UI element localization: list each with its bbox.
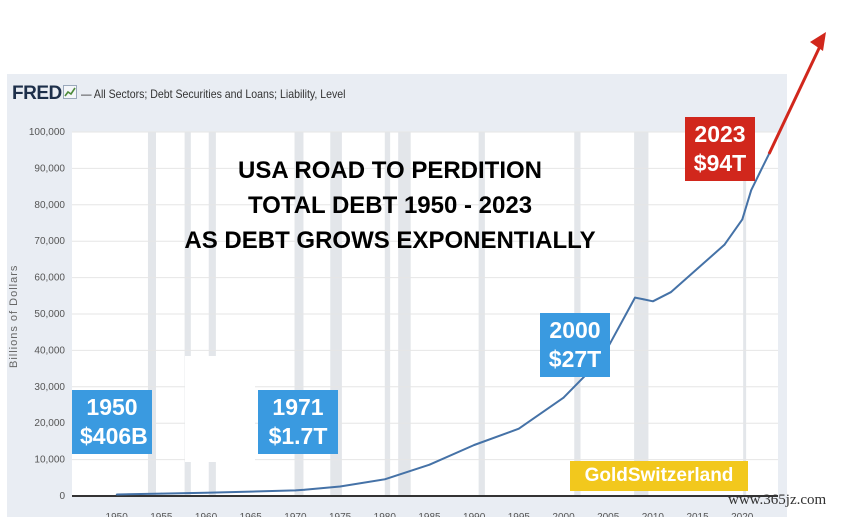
callout-2000: 2000 $27T: [540, 313, 610, 377]
series-point: [741, 218, 744, 221]
x-tick-label: 2010: [642, 512, 665, 517]
chart-header: FRED — All Sectors; Debt Securities and …: [7, 82, 381, 106]
series-point: [759, 171, 762, 173]
callout-year: 1971: [272, 394, 324, 420]
series-point: [160, 492, 163, 495]
series-point: [625, 313, 627, 315]
series-point: [205, 491, 207, 494]
callout-year: 2023: [694, 121, 746, 147]
x-tick-label: 1965: [240, 512, 263, 517]
fred-logo: FRED: [12, 83, 62, 104]
series-point: [669, 291, 672, 294]
series-point: [294, 489, 297, 492]
y-tick-label: 100,000: [29, 127, 66, 138]
x-tick-label: 1950: [106, 512, 129, 517]
callout-year: 2000: [549, 317, 601, 343]
series-point: [383, 478, 386, 481]
series-point: [750, 189, 753, 192]
trend-arrow-shaft: [767, 41, 824, 155]
x-tick-label: 1990: [463, 512, 486, 517]
callout-2023: 2023 $94T: [685, 117, 755, 181]
series-point: [303, 488, 306, 491]
callout-value: $27T: [548, 346, 602, 372]
y-tick-label: 30,000: [34, 382, 65, 393]
series-point: [643, 298, 645, 301]
blank-overlay-box: [185, 356, 255, 462]
x-tick-label: 1970: [284, 512, 307, 517]
fred-graph-icon: [62, 84, 77, 104]
x-tick-label: 1960: [195, 512, 218, 517]
x-tick-label: 2005: [597, 512, 620, 517]
y-tick-label: 60,000: [34, 273, 65, 284]
title-line-1: USA ROAD TO PERDITION: [237, 157, 543, 184]
x-tick-label: 1955: [150, 512, 173, 517]
y-tick-label: 70,000: [34, 236, 65, 247]
callout-value: $1.7T: [268, 423, 328, 449]
series-point: [115, 493, 118, 496]
series-point: [562, 396, 565, 399]
x-tick-label: 1980: [374, 512, 397, 517]
x-tick-label: 2020: [731, 512, 754, 517]
series-point: [517, 427, 520, 430]
x-tick-label: 1975: [329, 512, 352, 517]
y-tick-label: 50,000: [34, 309, 65, 320]
y-tick-label: 20,000: [34, 418, 65, 429]
callout-value: $406B: [80, 423, 148, 449]
x-tick-label: 1995: [508, 512, 531, 517]
y-tick-label: 0: [59, 491, 65, 502]
x-tick-label: 1985: [418, 512, 441, 517]
callout-year: 1950: [86, 394, 138, 420]
x-tick-label: 2000: [552, 512, 575, 517]
title-line-3: AS DEBT GROWS EXPONENTIALLY: [184, 227, 596, 254]
series-point: [473, 444, 476, 446]
callout-value: $94T: [693, 150, 747, 176]
series-point: [249, 490, 252, 493]
y-tick-label: 90,000: [34, 163, 65, 174]
goldswitzerland-badge: GoldSwitzerland: [570, 461, 748, 491]
y-tick-label: 80,000: [34, 200, 65, 211]
y-tick-label: 10,000: [34, 455, 65, 466]
watermark: www.365jz.com: [728, 492, 827, 508]
series-point: [428, 463, 431, 466]
callout-1950: 1950 $406B: [72, 390, 152, 454]
trend-arrow-head: [810, 32, 826, 51]
series-point: [651, 300, 654, 303]
title-line-2: TOTAL DEBT 1950 - 2023: [247, 192, 533, 219]
series-point: [696, 267, 699, 270]
series-point: [339, 485, 342, 488]
series-legend: — All Sectors; Debt Securities and Loans…: [80, 87, 346, 101]
y-tick-label: 40,000: [34, 345, 65, 356]
series-point: [723, 243, 726, 246]
overlay-title: USA ROAD TO PERDITION TOTAL DEBT 1950 - …: [140, 153, 640, 258]
series-point: [634, 296, 636, 299]
x-tick-label: 2015: [686, 512, 709, 517]
callout-1971: 1971 $1.7T: [258, 390, 338, 454]
